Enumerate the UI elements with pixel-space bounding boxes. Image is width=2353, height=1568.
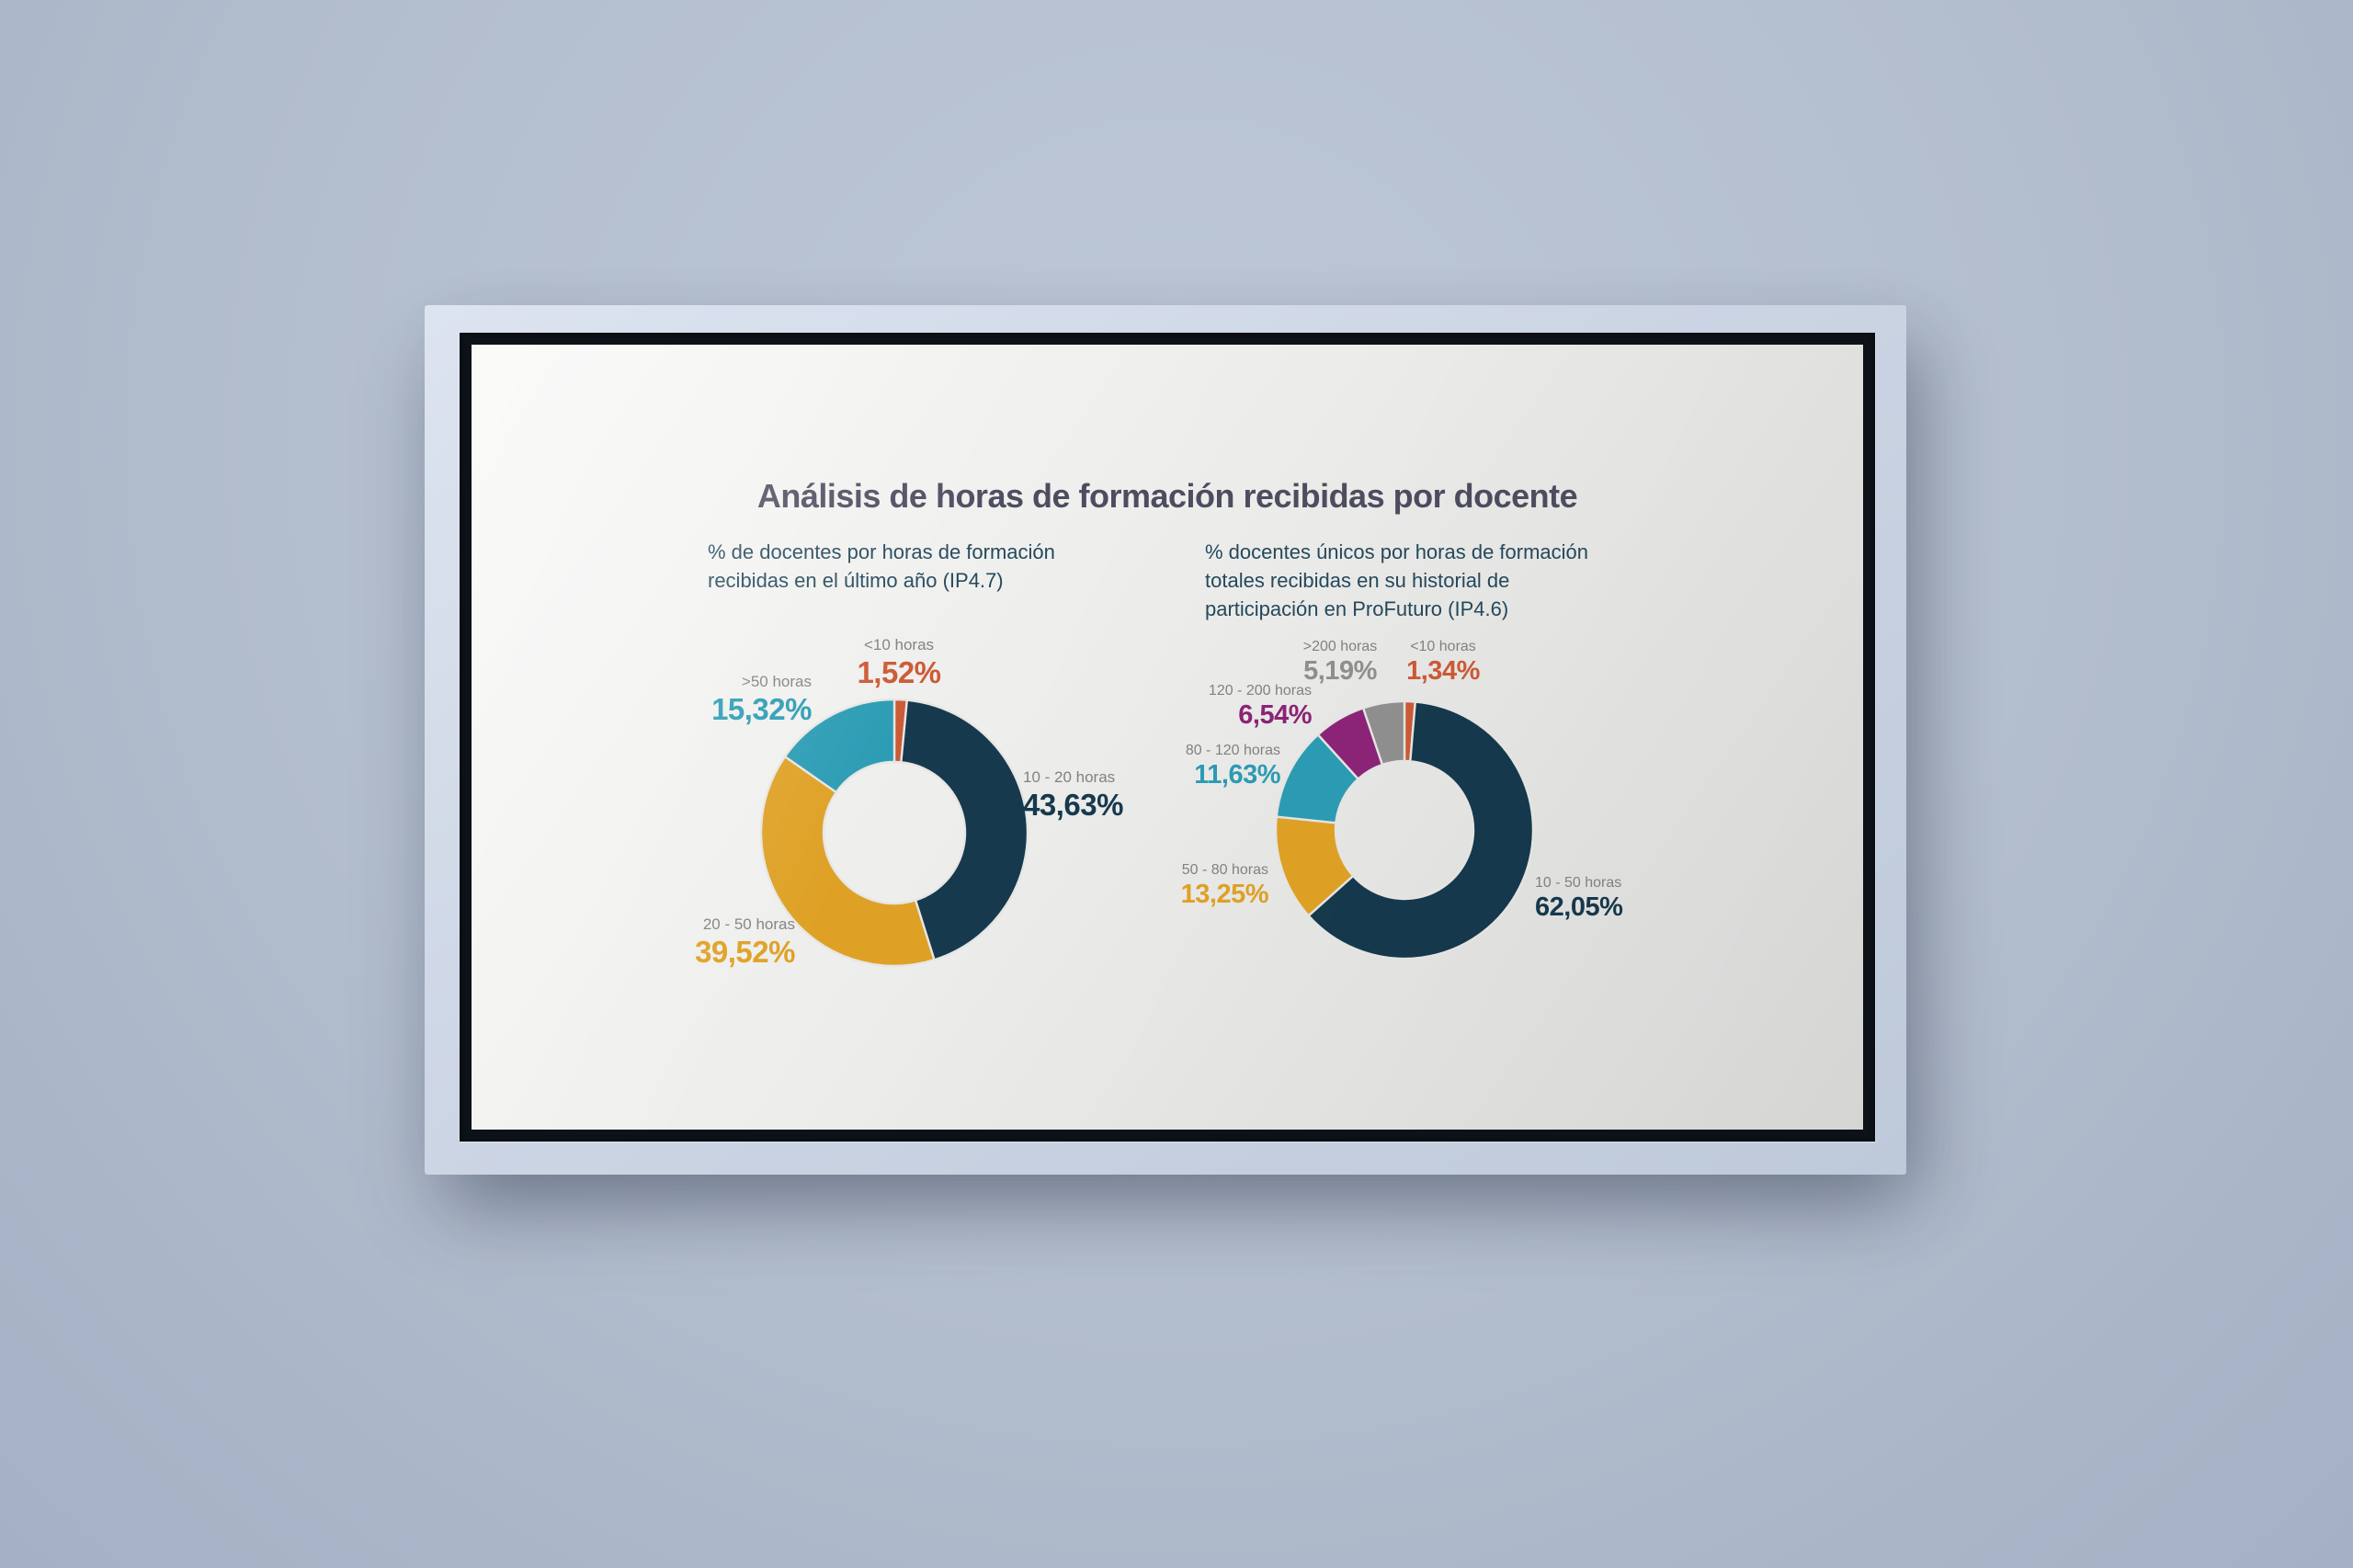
left-chart-subtitle: % de docentes por horas de formación rec… — [708, 538, 1055, 595]
right-chart-subtitle: % docentes únicos por horas de formación… — [1205, 538, 1588, 623]
subtitle-line: % docentes únicos por horas de formación — [1205, 540, 1589, 563]
segment-callout-gt200h: >200 horas 5,19% — [1248, 637, 1432, 687]
segment-label: <10 horas — [1410, 639, 1476, 654]
donut-segment — [1361, 699, 1406, 767]
donut-segment — [783, 698, 896, 794]
subtitle-line: % de docentes por horas de formación — [708, 540, 1055, 563]
segment-value: 43,63% — [1023, 788, 1123, 822]
subtitle-line: participación en ProFuturo (IP4.6) — [1205, 597, 1509, 620]
segment-label: >200 horas — [1302, 639, 1378, 654]
slide-title: Análisis de horas de formación recibidas… — [756, 477, 1578, 515]
segment-label: 10 - 20 horas — [1023, 768, 1116, 786]
segment-label: 80 - 120 horas — [1185, 743, 1280, 758]
presentation-slide: Análisis de horas de formación recibidas… — [472, 345, 1863, 1130]
segment-label: >50 horas — [741, 673, 812, 690]
segment-label: 120 - 200 horas — [1208, 683, 1312, 699]
segment-callout-20-50h: 20 - 50 horas 39,52% — [611, 915, 795, 970]
segment-callout-gt50h: >50 horas 15,32% — [628, 672, 812, 727]
segment-callout-80-120h: 80 - 120 horas 11,63% — [1097, 741, 1281, 790]
segment-value: 1,34% — [1406, 656, 1480, 686]
segment-callout-10-20h: 10 - 20 horas 43,63% — [1023, 767, 1262, 823]
subtitle-line: recibidas en el último año (IP4.7) — [708, 569, 1004, 592]
donut-chart-ip46 — [1274, 699, 1535, 960]
segment-value: 11,63% — [1194, 760, 1280, 790]
segment-value: 13,25% — [1180, 880, 1269, 909]
segment-value: 5,19% — [1303, 656, 1377, 686]
segment-label: 10 - 50 horas — [1535, 875, 1622, 891]
segment-label: 50 - 80 horas — [1181, 862, 1268, 878]
segment-value: 6,54% — [1238, 700, 1312, 730]
segment-callout-120-200h: 120 - 200 horas 6,54% — [1128, 681, 1313, 731]
segment-callout-lt10h: <10 horas 1,52% — [807, 635, 991, 690]
segment-value: 39,52% — [695, 935, 795, 969]
subtitle-line: totales recibidas en su historial de — [1205, 569, 1510, 592]
segment-value: 15,32% — [711, 692, 812, 726]
screen-bezel: Análisis de horas de formación recibidas… — [460, 333, 1875, 1142]
donut-segment — [759, 755, 936, 968]
donut-chart-ip47 — [759, 698, 1029, 968]
donut-segment — [900, 699, 1029, 961]
wall-mounted-display-frame: Análisis de horas de formación recibidas… — [425, 305, 1906, 1175]
segment-callout-10-50h: 10 - 50 horas 62,05% — [1535, 873, 1774, 923]
segment-callout-50-80h: 50 - 80 horas 13,25% — [1085, 860, 1269, 910]
segment-label: <10 horas — [863, 636, 935, 653]
segment-value: 1,52% — [857, 655, 941, 689]
segment-value: 62,05% — [1535, 892, 1623, 922]
segment-label: 20 - 50 horas — [702, 915, 795, 933]
donut-segment — [1306, 700, 1535, 960]
segment-callout-lt10h-right: <10 horas 1,34% — [1351, 637, 1535, 687]
